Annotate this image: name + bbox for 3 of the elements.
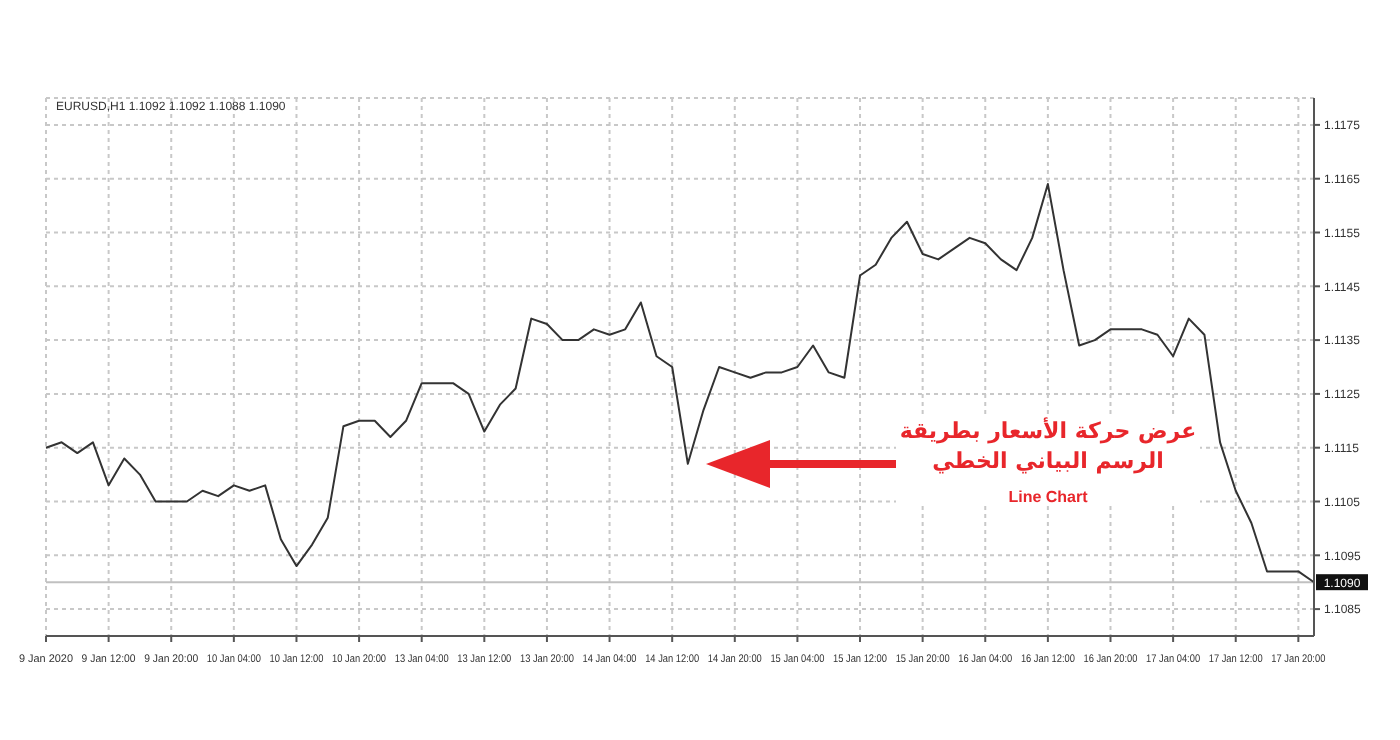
annotation: Line Chart bbox=[1006, 488, 1090, 506]
annotation: الرسم البياني الخطي bbox=[930, 446, 1166, 476]
annotation: عرض حركة الأسعار بطريقة bbox=[897, 416, 1199, 446]
